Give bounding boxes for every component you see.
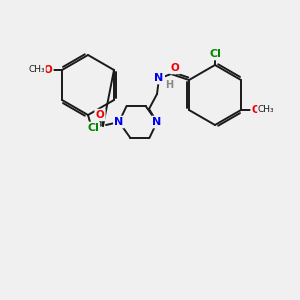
Text: Cl: Cl xyxy=(87,123,99,133)
Text: CH₃: CH₃ xyxy=(258,106,274,115)
Text: H: H xyxy=(165,80,173,90)
Text: CH₃: CH₃ xyxy=(29,65,45,74)
Text: Cl: Cl xyxy=(209,49,221,59)
Text: N: N xyxy=(154,73,164,83)
Text: N: N xyxy=(114,117,124,127)
Text: N: N xyxy=(152,117,162,127)
Text: O: O xyxy=(96,110,104,120)
Text: O: O xyxy=(44,65,52,75)
Text: O: O xyxy=(171,63,179,73)
Text: O: O xyxy=(252,105,260,115)
